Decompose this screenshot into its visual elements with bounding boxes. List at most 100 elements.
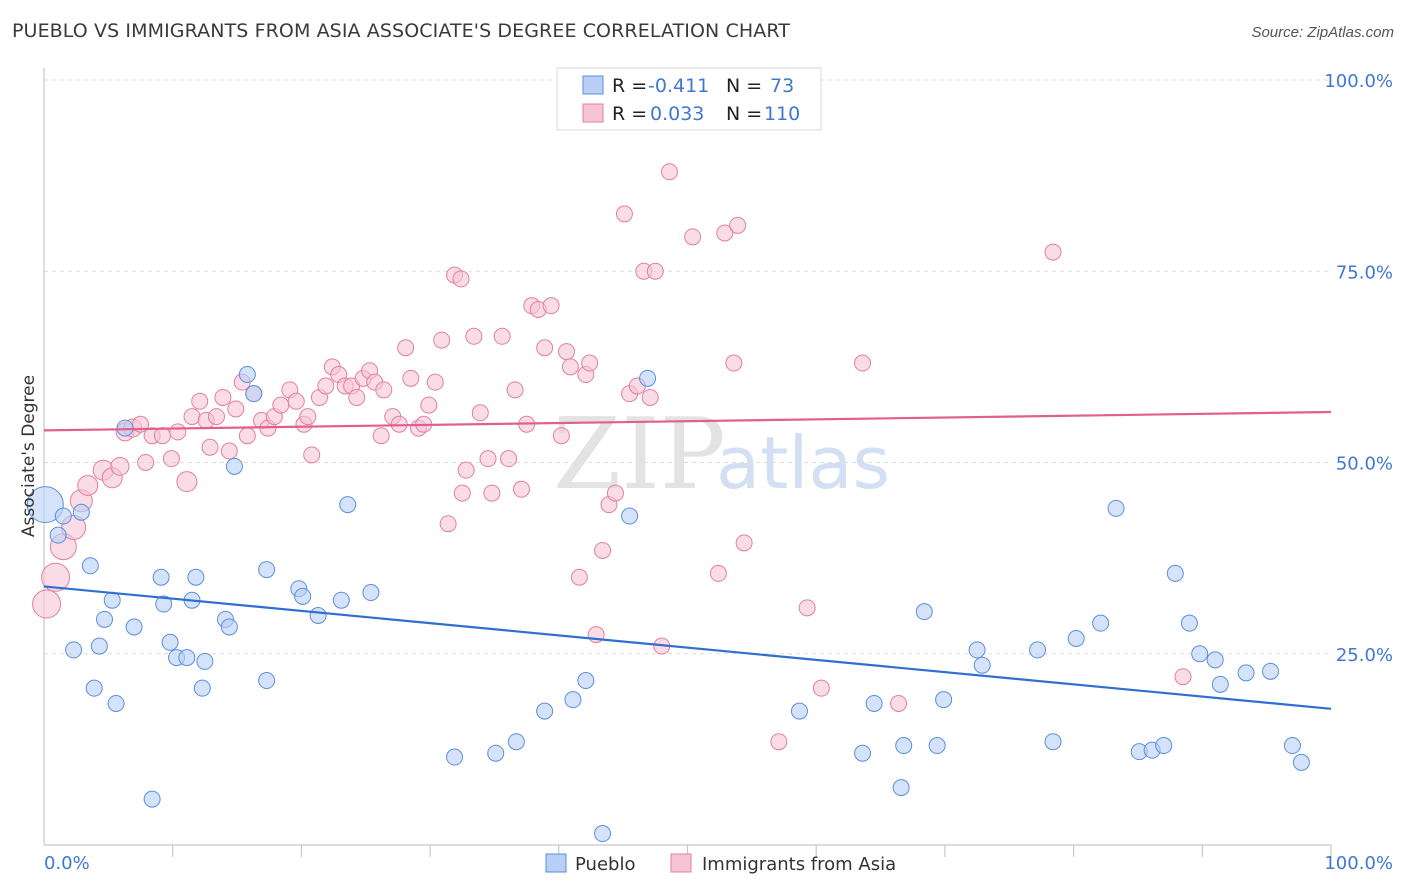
pueblo-point — [125, 618, 143, 636]
legend-top: R = -0.411 N = 73 R = 0.033 N = 110 — [556, 67, 822, 131]
asia-point — [606, 484, 624, 502]
pueblo-point — [973, 656, 991, 674]
asia-point — [854, 354, 872, 372]
chart-source: Source: ZipAtlas.com — [1251, 24, 1394, 41]
asia-point — [201, 438, 219, 456]
asia-point — [110, 456, 130, 476]
asia-point — [770, 733, 788, 751]
y-axis-label: Associate's Degree — [19, 375, 39, 537]
asia-point — [890, 694, 908, 712]
pueblo-point — [1155, 737, 1173, 755]
pueblo-point — [332, 591, 350, 609]
pueblo-point — [193, 679, 211, 697]
pueblo-point — [196, 652, 214, 670]
asia-point — [506, 381, 524, 399]
y-tick-label: 75.0% — [1336, 262, 1393, 283]
asia-point — [542, 297, 560, 315]
pueblo-point — [621, 507, 639, 525]
pueblo-point — [72, 503, 90, 521]
pueblo-point — [1107, 499, 1125, 517]
asia-point — [153, 427, 171, 445]
x-tick-label: 0.0% — [44, 853, 90, 874]
pueblo-point — [245, 385, 263, 403]
asia-point — [709, 564, 727, 582]
asia-point — [348, 388, 366, 406]
pueblo-point — [152, 568, 170, 586]
y-tick-label: 100.0% — [1324, 71, 1393, 92]
pueblo-point — [1029, 641, 1047, 659]
asia-point — [191, 392, 209, 410]
pueblo-points — [26, 366, 1310, 843]
pueblo-point — [968, 641, 986, 659]
pueblo-point — [54, 507, 72, 525]
asia-point — [570, 568, 588, 586]
asia-point — [581, 354, 599, 372]
asia-point — [272, 396, 290, 414]
pueblo-point — [81, 557, 99, 575]
grid-lines — [44, 79, 1331, 655]
legend-pueblo-label: Pueblo — [575, 854, 635, 875]
asia-point — [420, 396, 438, 414]
pueblo-point — [577, 672, 595, 690]
pueblo-point — [225, 457, 243, 475]
pueblo-point — [892, 779, 910, 797]
asia-point — [558, 343, 576, 361]
legend-asia-label: Immigrants from Asia — [702, 854, 896, 875]
pueblo-point — [178, 649, 196, 667]
axes — [43, 68, 1332, 857]
pueblo-point — [1092, 614, 1110, 632]
asia-point — [684, 228, 702, 246]
asia-point — [1044, 243, 1062, 261]
asia-point — [238, 427, 256, 445]
asia-point — [220, 442, 238, 460]
asia-point — [457, 461, 475, 479]
asia-point — [214, 388, 232, 406]
pueblo-point — [594, 825, 612, 843]
asia-point — [552, 427, 570, 445]
pueblo-point — [85, 679, 103, 697]
pueblo-point — [1237, 664, 1255, 682]
asia-point — [41, 562, 71, 592]
pueblo-point — [258, 672, 276, 690]
legend-r-label-blue: R = — [612, 75, 647, 97]
pueblo-trend-line — [43, 585, 1332, 710]
y-tick-label: 25.0% — [1336, 645, 1393, 666]
pueblo-point — [187, 568, 205, 586]
asia-point — [615, 205, 633, 223]
pueblo-point — [1262, 662, 1280, 680]
legend-n-label-pink: N = — [726, 103, 762, 125]
pueblo-point — [155, 595, 173, 613]
pueblo-point — [915, 603, 933, 621]
asia-point — [493, 327, 511, 345]
x-tick-label: 100.0% — [1324, 853, 1393, 874]
legend-n-label-blue: N = — [726, 75, 762, 97]
pueblo-point — [1211, 675, 1229, 693]
asia-point — [716, 224, 734, 242]
pueblo-point — [1292, 753, 1310, 771]
asia-point — [375, 381, 393, 399]
asia-point — [402, 369, 420, 387]
pueblo-point — [487, 744, 505, 762]
asia-point — [453, 484, 471, 502]
asia-point — [452, 270, 470, 288]
pueblo-point — [1180, 614, 1198, 632]
trend-lines — [43, 410, 1332, 710]
pueblo-point — [107, 694, 125, 712]
pueblo-point — [895, 737, 913, 755]
asia-point — [594, 541, 612, 559]
pueblo-point — [220, 618, 238, 636]
asia-point — [641, 388, 659, 406]
chart-title: PUEBLO VS IMMIGRANTS FROM ASIA ASSOCIATE… — [12, 20, 790, 42]
asia-point — [483, 484, 501, 502]
pueblo-point — [143, 790, 161, 808]
asia-point — [426, 373, 444, 391]
watermark: ZIP atlas — [553, 398, 890, 512]
pueblo-point — [238, 366, 256, 384]
asia-point — [162, 450, 180, 468]
legend-asia-swatch — [670, 853, 692, 873]
legend-pink-swatch — [582, 103, 604, 123]
asia-point — [137, 454, 155, 471]
pueblo-point — [865, 694, 883, 712]
pueblo-point — [362, 584, 380, 602]
